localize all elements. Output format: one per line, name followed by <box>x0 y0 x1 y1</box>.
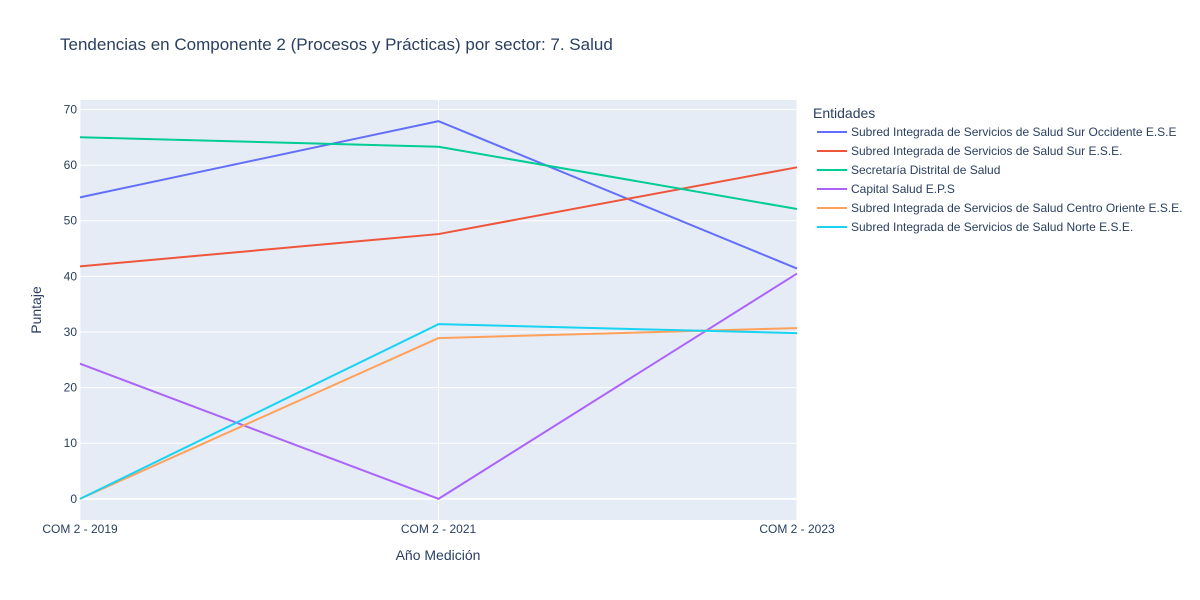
series-line-4 <box>79 272 798 500</box>
legend-title: Entidades <box>813 105 875 121</box>
x-tick-label: COM 2 - 2021 <box>401 522 477 536</box>
x-axis-label: Año Medición <box>396 547 481 563</box>
series-line-1 <box>79 120 798 270</box>
y-tick-label: 40 <box>64 269 78 283</box>
legend-label: Subred Integrada de Servicios de Salud N… <box>851 220 1133 234</box>
legend-item[interactable]: Secretaría Distrital de Salud <box>817 163 1000 177</box>
y-tick-label: 20 <box>64 381 78 395</box>
legend-item[interactable]: Capital Salud E.P.S <box>817 182 955 196</box>
legend-label: Subred Integrada de Servicios de Salud S… <box>851 144 1123 158</box>
y-tick-label: 10 <box>64 436 78 450</box>
series-line-6 <box>79 323 798 500</box>
series-line-5 <box>79 327 798 500</box>
y-tick-label: 30 <box>64 325 78 339</box>
legend-item[interactable]: Subred Integrada de Servicios de Salud S… <box>817 144 1123 158</box>
y-tick-label: 60 <box>64 158 78 172</box>
x-gridlines <box>79 100 798 520</box>
y-tick-label: 50 <box>64 214 78 228</box>
legend-label: Capital Salud E.P.S <box>851 182 955 196</box>
y-tick-label: 70 <box>64 102 78 116</box>
legend-item[interactable]: Subred Integrada de Servicios de Salud N… <box>817 220 1133 234</box>
chart-title: Tendencias en Componente 2 (Procesos y P… <box>60 35 613 54</box>
legend-label: Subred Integrada de Servicios de Salud C… <box>851 201 1183 215</box>
x-tick-label: COM 2 - 2023 <box>759 522 835 536</box>
x-tick-label: COM 2 - 2019 <box>42 522 118 536</box>
x-tick-labels: COM 2 - 2019 COM 2 - 2021 COM 2 - 2023 <box>42 522 835 536</box>
legend-item[interactable]: Subred Integrada de Servicios de Salud C… <box>817 201 1183 215</box>
legend-label: Secretaría Distrital de Salud <box>851 163 1000 177</box>
series-line-3 <box>79 136 798 211</box>
legend-label: Subred Integrada de Servicios de Salud S… <box>851 125 1177 139</box>
legend: Entidades Subred Integrada de Servicios … <box>813 105 1183 234</box>
legend-item[interactable]: Subred Integrada de Servicios de Salud S… <box>817 125 1177 139</box>
series-line-2 <box>79 166 798 268</box>
y-tick-label: 0 <box>70 492 77 506</box>
y-tick-labels: 0 10 20 30 40 50 60 70 <box>64 102 78 505</box>
series-lines <box>79 120 798 500</box>
y-axis-label: Puntaje <box>28 286 44 334</box>
